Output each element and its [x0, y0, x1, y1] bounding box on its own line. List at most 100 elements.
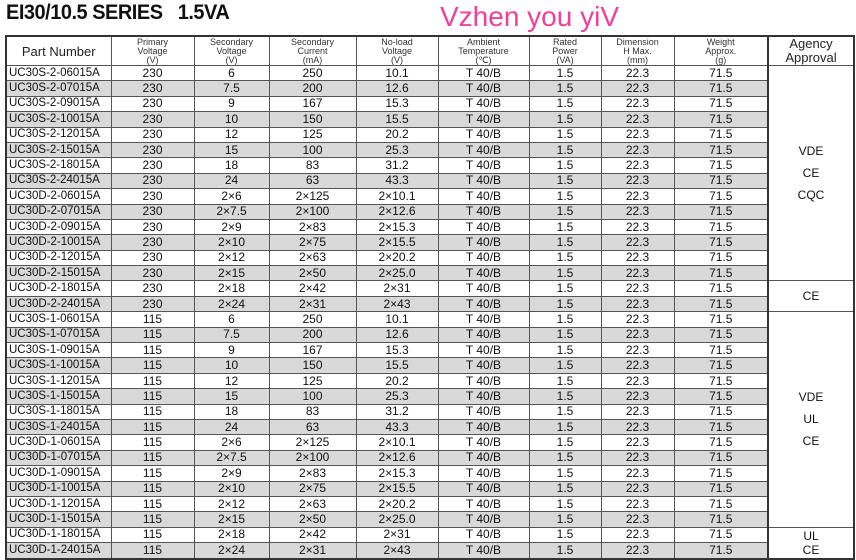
cell-rated-power: 1.5 [528, 480, 602, 497]
cell-no-load-voltage: 2×43 [355, 295, 439, 313]
cell-secondary-voltage: 2×15 [193, 265, 270, 282]
cell-secondary-voltage: 10 [193, 111, 270, 128]
cell-rated-power: 1.5 [528, 64, 602, 82]
cell-secondary-voltage: 18 [193, 157, 270, 174]
cell-secondary-voltage: 9 [193, 95, 270, 113]
cell-rated-power: 1.5 [528, 326, 602, 344]
cell-secondary-current: 2×42 [268, 526, 357, 544]
cell-ambient-temperature: T 40/B [437, 403, 530, 420]
agency-text: UL [803, 412, 819, 427]
cell-part-number: UC30D-1-07015A [5, 449, 112, 467]
cell-primary-voltage: 115 [110, 526, 195, 544]
cell-primary-voltage: 230 [110, 172, 195, 190]
cell-no-load-voltage: 12.6 [355, 326, 439, 344]
cell-secondary-voltage: 2×12 [193, 495, 270, 513]
cell-no-load-voltage: 20.2 [355, 126, 439, 143]
cell-ambient-temperature: T 40/B [437, 342, 530, 359]
cell-ambient-temperature: T 40/B [437, 326, 530, 344]
cell-weight-approx: 71.5 [673, 64, 769, 82]
cell-weight-approx: 71.5 [673, 203, 769, 220]
cell-dimension-h-max: 22.3 [600, 465, 675, 482]
cell-weight-approx: 71.5 [673, 542, 769, 559]
cell-ambient-temperature: T 40/B [437, 203, 530, 220]
cell-part-number: UC30D-1-12015A [5, 495, 112, 513]
header-text: Secondary [290, 36, 335, 47]
cell-secondary-voltage: 15 [193, 388, 270, 405]
header-text: (mm) [627, 54, 648, 65]
table-row: UC30S-2-15015A 230 15 100 25.3 T 40/B 1.5 22.3 7… [5, 141, 854, 159]
cell-primary-voltage: 115 [110, 449, 195, 467]
cell-rated-power: 1.5 [528, 418, 602, 436]
table-row: UC30S-2-18015A 230 18 83 31.2 T 40/B 1.5 22.3 71… [5, 157, 854, 174]
cell-rated-power: 1.5 [528, 403, 602, 420]
cell-secondary-current: 2×42 [268, 280, 357, 297]
cell-rated-power: 1.5 [528, 249, 602, 267]
cell-secondary-current: 2×31 [268, 295, 357, 313]
cell-primary-voltage: 115 [110, 342, 195, 359]
cell-no-load-voltage: 15.5 [355, 357, 439, 374]
cell-weight-approx: 71.5 [673, 511, 769, 528]
cell-weight-approx: 71.5 [673, 311, 769, 328]
cell-secondary-current: 2×125 [268, 434, 357, 451]
header-text: Approx. [705, 45, 737, 56]
cell-dimension-h-max: 22.3 [600, 126, 675, 143]
cell-ambient-temperature: T 40/B [437, 495, 530, 513]
cell-primary-voltage: 115 [110, 542, 195, 559]
cell-weight-approx: 71.5 [673, 157, 769, 174]
cell-no-load-voltage: 43.3 [355, 172, 439, 190]
cell-dimension-h-max: 22.3 [600, 172, 675, 190]
cell-part-number: UC30S-2-06015A [5, 64, 112, 82]
cell-secondary-current: 2×75 [268, 480, 357, 497]
cell-secondary-voltage: 2×12 [193, 249, 270, 267]
cell-secondary-voltage: 2×15 [193, 511, 270, 528]
cell-weight-approx: 71.5 [673, 172, 769, 190]
cell-secondary-voltage: 2×10 [193, 480, 270, 497]
cell-no-load-voltage: 2×25.0 [355, 265, 439, 282]
cell-secondary-voltage: 2×6 [193, 188, 270, 205]
cell-agency-approval: VDE UL CE [767, 311, 855, 528]
table-row: UC30D-2-09015A 230 2×9 2×83 2×15.3 T 40/B 1.5 2… [5, 218, 854, 236]
cell-rated-power: 1.5 [528, 511, 602, 528]
header-row: Part Number Primary Voltage (V) Secondary Vol… [5, 35, 855, 66]
cell-rated-power: 1.5 [528, 265, 602, 282]
cell-primary-voltage: 115 [110, 403, 195, 420]
cell-no-load-voltage: 2×15.3 [355, 218, 439, 236]
table-row: UC30S-2-24015A 230 24 63 43.3 T 40/B 1.5 22.3 71… [5, 172, 854, 190]
header-text: Agency [789, 36, 833, 51]
cell-rated-power: 1.5 [528, 188, 602, 205]
table-row: UC30D-2-07015A 230 2×7.5 2×100 2×12.6 T 40/B 1… [5, 203, 854, 220]
cell-weight-approx: 71.5 [673, 249, 769, 267]
cell-ambient-temperature: T 40/B [437, 465, 530, 482]
cell-part-number: UC30S-2-07015A [5, 80, 112, 97]
cell-rated-power: 1.5 [528, 434, 602, 451]
cell-rated-power: 1.5 [528, 218, 602, 236]
cell-secondary-current: 2×75 [268, 234, 357, 251]
cell-primary-voltage: 230 [110, 295, 195, 313]
cell-ambient-temperature: T 40/B [437, 141, 530, 159]
cell-dimension-h-max: 22.3 [600, 388, 675, 405]
cell-primary-voltage: 115 [110, 418, 195, 436]
cell-secondary-current: 100 [268, 388, 357, 405]
cell-secondary-voltage: 24 [193, 172, 270, 190]
cell-primary-voltage: 115 [110, 511, 195, 528]
cell-ambient-temperature: T 40/B [437, 111, 530, 128]
header-text: Secondary [209, 36, 254, 47]
agency-text: VDE [798, 144, 824, 159]
cell-no-load-voltage: 25.3 [355, 141, 439, 159]
table-row: UC30D-1-10015A 115 2×10 2×75 2×15.5 T 40/B 1.5… [5, 480, 854, 497]
header-text: Voltage [216, 45, 247, 56]
table-row: UC30S-2-12015A 230 12 125 20.2 T 40/B 1.5 22.3 7… [5, 126, 854, 143]
cell-rated-power: 1.5 [528, 80, 602, 97]
cell-secondary-voltage: 24 [193, 418, 270, 436]
cell-secondary-voltage: 2×6 [193, 434, 270, 451]
cell-part-number: UC30S-2-10015A [5, 111, 112, 128]
agency-text: CQC [797, 188, 825, 203]
cell-part-number: UC30D-2-10015A [5, 234, 112, 251]
cell-no-load-voltage: 2×15.3 [355, 465, 439, 482]
header-text: Current [297, 45, 328, 56]
cell-no-load-voltage: 2×10.1 [355, 434, 439, 451]
cell-part-number: UC30S-1-07015A [5, 326, 112, 344]
cell-weight-approx: 71.5 [673, 342, 769, 359]
cell-ambient-temperature: T 40/B [437, 295, 530, 313]
table-row: UC30S-2-10015A 230 10 150 15.5 T 40/B 1.5 22.3 7… [5, 111, 854, 128]
